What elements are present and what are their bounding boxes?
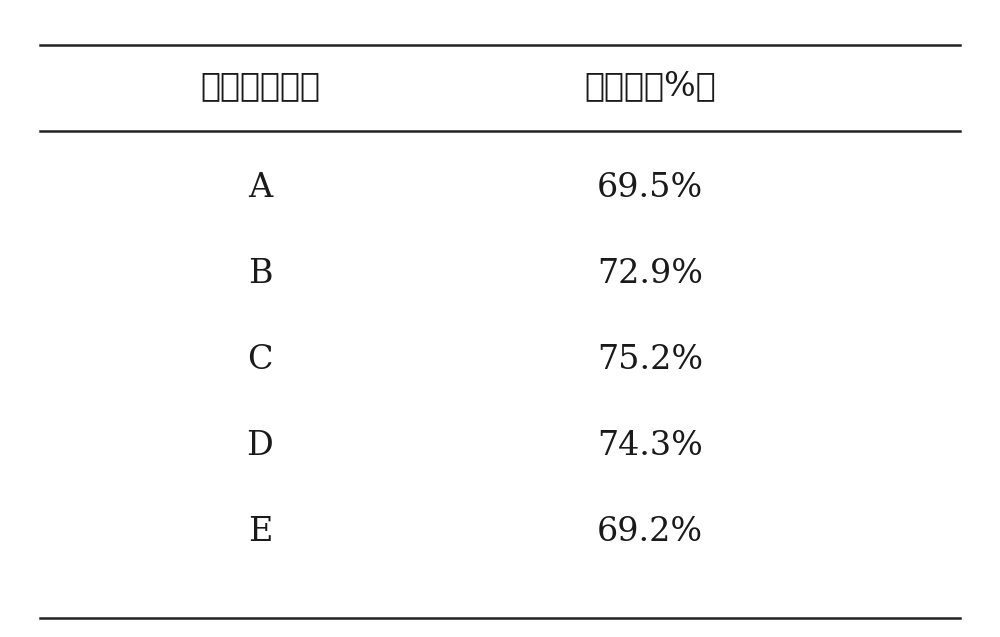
Text: 69.2%: 69.2% (597, 516, 703, 548)
Text: A: A (248, 172, 272, 204)
Text: C: C (247, 344, 273, 376)
Text: 加热周期条件: 加热周期条件 (200, 70, 320, 102)
Text: E: E (248, 516, 272, 548)
Text: D: D (247, 430, 273, 462)
Text: 74.3%: 74.3% (597, 430, 703, 462)
Text: 72.9%: 72.9% (597, 258, 703, 290)
Text: B: B (248, 258, 272, 290)
Text: 75.2%: 75.2% (597, 344, 703, 376)
Text: 69.5%: 69.5% (597, 172, 703, 204)
Text: 脱盐率（%）: 脱盐率（%） (584, 70, 716, 102)
